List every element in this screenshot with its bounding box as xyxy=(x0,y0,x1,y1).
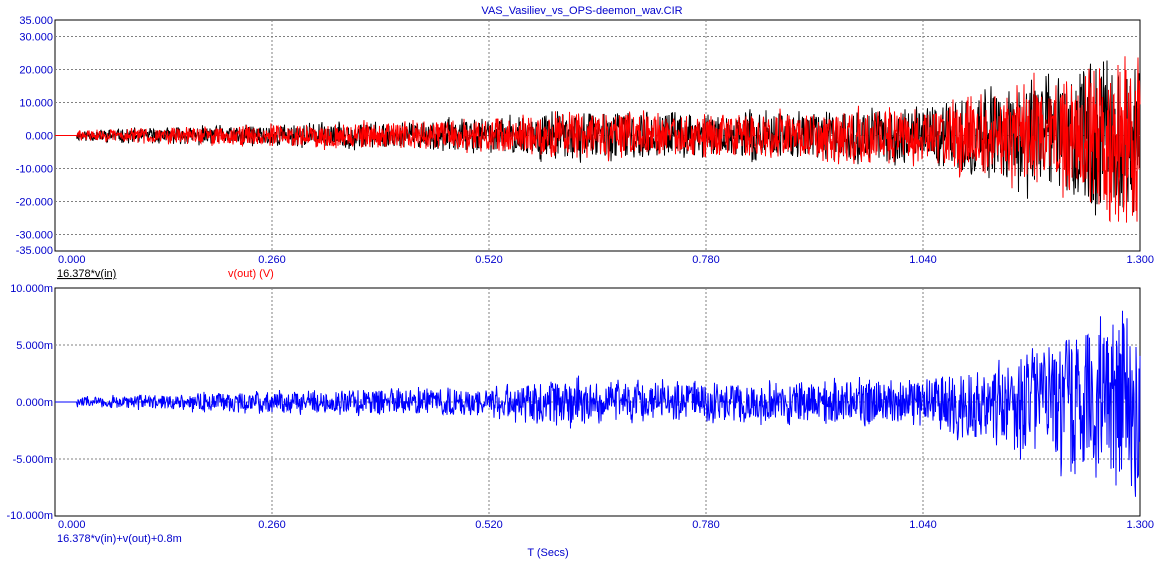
x-tick-label: 1.040 xyxy=(909,254,937,266)
x-tick-label: 0.780 xyxy=(692,519,720,531)
x-tick-label: 0.000 xyxy=(58,254,86,266)
bottom-plot: 10.000m 5.000m 0.000m -5.000m -10.000m 0.000… xyxy=(7,283,1154,559)
y-tick-label: 0.000 xyxy=(25,131,53,143)
trace-v-out-v- xyxy=(55,56,1141,223)
window-title: VAS_Vasiliev_vs_OPS-deemon_wav.CIR xyxy=(481,5,682,17)
y-tick-label: 35.000 xyxy=(19,15,53,27)
x-tick-label: 0.780 xyxy=(692,254,720,266)
x-axis-label: T (Secs) xyxy=(527,547,568,559)
x-tick-label: 0.520 xyxy=(475,519,503,531)
x-tick-label: 0.000 xyxy=(58,519,86,531)
top-plot-x-ticks: 0.000 0.260 0.520 0.780 1.040 1.300 xyxy=(58,254,1154,266)
y-tick-label: -10.000 xyxy=(16,164,53,176)
y-tick-label: 20.000 xyxy=(19,65,53,77)
x-tick-label: 0.260 xyxy=(258,254,286,266)
top-plot: 35.000 30.000 20.000 10.000 0.000 -10.000 -20.… xyxy=(16,15,1154,280)
y-tick-label: 10.000m xyxy=(10,283,53,295)
top-plot-traces xyxy=(55,56,1141,223)
legend-black-trace[interactable]: 16.378*v(in) xyxy=(57,268,116,280)
y-tick-label: 30.000 xyxy=(19,32,53,44)
legend-red-trace[interactable]: v(out) (V) xyxy=(228,268,274,280)
y-tick-label: -10.000m xyxy=(7,510,53,522)
bottom-plot-y-ticks: 10.000m 5.000m 0.000m -5.000m -10.000m xyxy=(7,283,53,522)
trace-16-378-v-in-v-out-0-8m xyxy=(55,310,1141,497)
x-tick-label: 1.300 xyxy=(1126,519,1154,531)
y-tick-label: -30.000 xyxy=(16,230,53,242)
x-tick-label: 0.260 xyxy=(258,519,286,531)
x-tick-label: 1.040 xyxy=(909,519,937,531)
y-tick-label: -5.000m xyxy=(13,454,53,466)
bottom-plot-x-ticks: 0.000 0.260 0.520 0.780 1.040 1.300 xyxy=(58,519,1154,531)
y-tick-label: 10.000 xyxy=(19,98,53,110)
y-tick-label: -20.000 xyxy=(16,197,53,209)
top-plot-y-ticks: 35.000 30.000 20.000 10.000 0.000 -10.000 -20.… xyxy=(16,15,53,257)
x-tick-label: 0.520 xyxy=(475,254,503,266)
x-tick-label: 1.300 xyxy=(1126,254,1154,266)
legend-blue-trace[interactable]: 16.378*v(in)+v(out)+0.8m xyxy=(57,533,182,545)
y-tick-label: 0.000m xyxy=(16,397,53,409)
y-tick-label: -35.000 xyxy=(16,245,53,257)
y-tick-label: 5.000m xyxy=(16,340,53,352)
bottom-plot-traces xyxy=(55,310,1141,497)
